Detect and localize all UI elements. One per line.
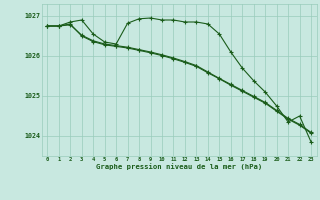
X-axis label: Graphe pression niveau de la mer (hPa): Graphe pression niveau de la mer (hPa) — [96, 163, 262, 170]
